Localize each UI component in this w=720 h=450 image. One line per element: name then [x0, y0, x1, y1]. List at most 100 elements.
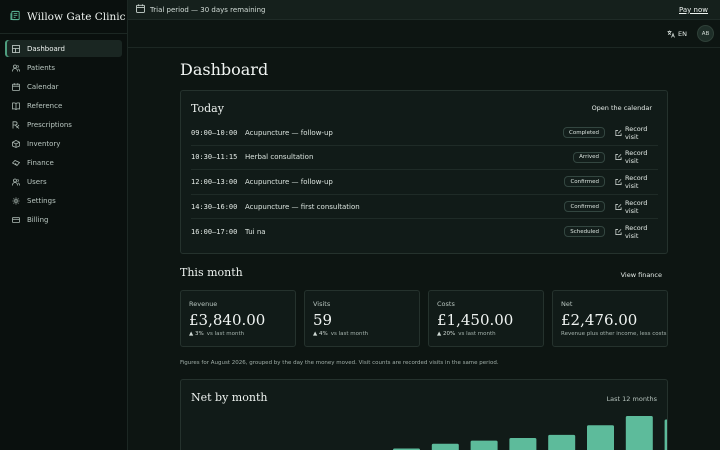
book-icon — [12, 101, 20, 110]
view-finance-link[interactable]: View finance — [620, 271, 662, 279]
dashboard-icon — [12, 44, 20, 53]
appointment-time: 14:30–16:00 — [191, 202, 238, 211]
delta-note: vs last month — [458, 331, 496, 337]
delta-note: vs last month — [330, 331, 369, 337]
appointment-time: 09:00–10:00 — [191, 128, 238, 137]
sidebar: Willow Gate Clinic Dashboard Patients Ca… — [0, 0, 128, 450]
delta-percent: ▲ 4% — [313, 331, 328, 337]
sidebar-item-label: Reference — [27, 101, 63, 110]
open-calendar-link[interactable]: Open the calendar — [591, 104, 652, 112]
page-title: Dashboard — [180, 60, 269, 79]
status-badge: Confirmed — [564, 176, 605, 188]
language-label: EN — [678, 29, 687, 38]
card-value: £1,450.00 — [437, 311, 514, 329]
net-bar — [625, 416, 653, 450]
net-card: Net £2,476.00 Revenue plus other income,… — [552, 290, 668, 347]
appointment-time: 10:30–11:15 — [191, 153, 238, 162]
sidebar-item-reference[interactable]: Reference — [5, 97, 122, 114]
card-label: Costs — [437, 300, 455, 308]
appointment-title: Herbal consultation — [245, 153, 314, 162]
card-label: Visits — [313, 300, 331, 308]
net-bar — [470, 440, 498, 450]
net-by-month-title: Net by month — [191, 391, 268, 404]
appointment-list: 09:00–10:00 Acupuncture — follow-up Comp… — [191, 121, 658, 244]
finance-icon — [12, 159, 20, 166]
sidebar-item-calendar[interactable]: Calendar — [5, 78, 122, 95]
clinic-logo-icon — [10, 10, 21, 23]
card-value: £2,476.00 — [561, 311, 638, 329]
card-delta: ▲ 3% vs last month — [189, 331, 287, 337]
sidebar-item-inventory[interactable]: Inventory — [5, 135, 122, 152]
delta-percent: ▲ 3% — [189, 331, 204, 337]
appointment-title: Acupuncture — first consultation — [245, 202, 360, 211]
appointment-row[interactable]: 09:00–10:00 Acupuncture — follow-up Comp… — [191, 121, 658, 146]
record-visit-label: Record visit — [624, 198, 648, 215]
appointment-row[interactable]: 10:30–11:15 Herbal consultation Arrived … — [191, 146, 658, 171]
appointment-row[interactable]: 12:00–13:00 Acupuncture — follow-up Conf… — [191, 170, 658, 195]
brand[interactable]: Willow Gate Clinic — [0, 0, 127, 34]
record-visit-button[interactable]: Record visit — [615, 199, 658, 215]
sidebar-item-label: Prescriptions — [27, 120, 72, 129]
net-bar — [548, 434, 576, 450]
card-delta: ▲ 20% vs last month — [437, 331, 535, 337]
record-visit-label: Record visit — [624, 223, 648, 240]
app-name: Willow Gate Clinic — [27, 10, 126, 23]
sidebar-item-finance[interactable]: Finance — [5, 154, 122, 171]
sidebar-item-patients[interactable]: Patients — [5, 59, 122, 76]
sidebar-item-label: Billing — [27, 215, 49, 224]
card-value: £3,840.00 — [189, 311, 266, 329]
users-icon — [12, 64, 20, 72]
language-switcher[interactable]: EN — [667, 30, 687, 38]
record-visit-button[interactable]: Record visit — [615, 125, 658, 141]
revenue-card: Revenue £3,840.00 ▲ 3% vs last month — [180, 290, 296, 347]
figures-footnote: Figures for August 2026, grouped by the … — [180, 360, 499, 366]
net-by-month-card: Net by month Last 12 months — [180, 379, 668, 450]
card-note: Revenue plus other income, less costs — [561, 331, 667, 337]
appointment-title: Acupuncture — follow-up — [245, 128, 333, 137]
card-label: Net — [561, 300, 573, 308]
calendar-icon — [12, 82, 20, 91]
appointment-row[interactable]: 16:00–17:00 Tui na Scheduled Record visi… — [191, 219, 658, 244]
record-visit-label: Record visit — [624, 149, 648, 166]
sidebar-item-label: Users — [27, 177, 47, 186]
appointment-time: 16:00–17:00 — [191, 227, 238, 236]
pay-now-link[interactable]: Pay now — [678, 5, 708, 14]
avatar[interactable]: AB — [697, 25, 714, 42]
today-title: Today — [191, 102, 224, 115]
topbar: EN AB — [128, 20, 720, 48]
record-visit-button[interactable]: Record visit — [615, 174, 658, 190]
sidebar-item-users[interactable]: Users — [5, 173, 122, 190]
trial-text: Trial period — 30 days remaining — [150, 5, 266, 14]
record-visit-button[interactable]: Record visit — [615, 224, 658, 240]
sidebar-item-label: Inventory — [27, 139, 61, 148]
card-value: 59 — [313, 311, 333, 329]
net-bar — [509, 438, 537, 450]
net-bar — [587, 425, 614, 450]
appointment-title: Acupuncture — follow-up — [245, 177, 333, 186]
user-group-icon — [12, 178, 20, 186]
translate-icon — [667, 30, 675, 38]
net-by-month-chart — [393, 416, 667, 450]
sidebar-item-prescriptions[interactable]: Prescriptions — [5, 116, 122, 133]
prescription-icon — [12, 120, 20, 129]
sidebar-item-billing[interactable]: Billing — [5, 211, 122, 228]
range-label: Last 12 months — [606, 395, 657, 403]
status-badge: Completed — [563, 127, 605, 139]
sidebar-item-settings[interactable]: Settings — [5, 192, 122, 209]
record-visit-button[interactable]: Record visit — [615, 149, 658, 165]
appointment-row[interactable]: 14:30–16:00 Acupuncture — first consulta… — [191, 195, 658, 220]
edit-icon — [615, 203, 622, 210]
status-badge: Scheduled — [564, 226, 605, 238]
this-month-title: This month — [180, 266, 243, 279]
sidebar-item-label: Settings — [27, 196, 56, 205]
sidebar-item-label: Patients — [27, 63, 56, 72]
card-label: Revenue — [189, 300, 218, 308]
box-icon — [12, 139, 20, 148]
net-bar — [431, 443, 459, 450]
today-card: Today Open the calendar 09:00–10:00 Acup… — [180, 90, 668, 254]
card-icon — [12, 216, 20, 223]
sidebar-item-dashboard[interactable]: Dashboard — [5, 40, 122, 57]
costs-card: Costs £1,450.00 ▲ 20% vs last month — [428, 290, 544, 347]
net-bar — [664, 419, 667, 450]
status-badge: Arrived — [573, 151, 605, 163]
